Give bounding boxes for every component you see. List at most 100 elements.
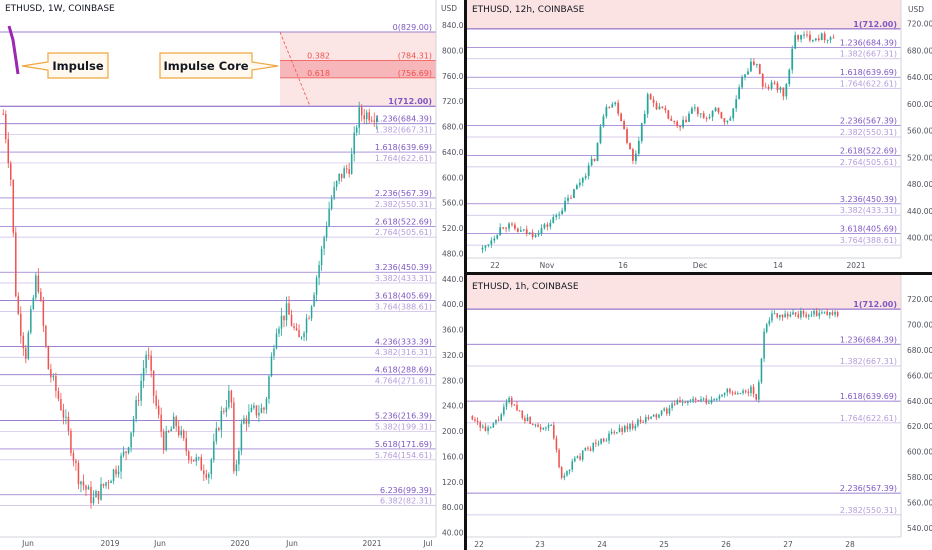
weekly-candle-134 (338, 173, 340, 182)
weekly-candle-29 (75, 460, 77, 464)
h12-fib-label-11: 3.382(433.31) (840, 206, 897, 215)
h1-candle-9 (495, 419, 497, 424)
h12-fib-label-13: 3.764(388.61) (840, 236, 897, 245)
h12-candle-52 (634, 153, 637, 161)
weekly-candle-129 (325, 226, 328, 238)
h12-candle-28 (564, 200, 566, 211)
h12-fib-label-1: 1(712.00) (853, 20, 897, 29)
weekly-y-tick-1: 80.00 (442, 503, 464, 512)
h1-candle-111 (763, 331, 765, 359)
weekly-candle-44 (112, 469, 115, 481)
h1-candle-86 (697, 399, 700, 401)
h12-x-tick-5: 2021 (846, 261, 865, 270)
h1-y-tick-8: 700.00 (907, 320, 932, 329)
h12-candle-119 (832, 37, 835, 39)
weekly-candle-65 (165, 431, 167, 451)
weekly-candle-139 (350, 154, 353, 175)
h1-candle-87 (700, 399, 702, 401)
h12-candle-95 (761, 73, 764, 87)
h12-chart-panel[interactable]: ETHUSD, 12h, COINBASEUSD(756.69)1(712.00… (467, 0, 932, 272)
h12-candle-99 (773, 82, 776, 84)
h1-candle-71 (658, 414, 660, 418)
weekly-candle-33 (85, 485, 87, 490)
h12-candle-81 (720, 112, 723, 119)
weekly-candle-71 (180, 430, 182, 436)
weekly-candle-10 (27, 332, 30, 359)
weekly-candle-149 (375, 117, 378, 122)
weekly-candle-97 (245, 418, 248, 424)
h1-y-tick-1: 560.00 (907, 499, 932, 508)
h12-y-tick-6: 640.00 (907, 73, 932, 82)
h12-candle-34 (581, 177, 584, 183)
h12-candle-103 (785, 84, 788, 97)
h12-candle-59 (655, 103, 658, 110)
h12-x-tick-4: 14 (773, 261, 783, 270)
h12-candle-47 (620, 113, 623, 122)
h1-candle-61 (631, 423, 634, 429)
h1-candle-65 (642, 421, 644, 423)
weekly-top-fib-price-0: 0(829.00) (393, 23, 432, 32)
weekly-candle-3 (10, 163, 12, 180)
h12-candle-88 (741, 77, 743, 88)
h12-candle-42 (605, 106, 608, 117)
h1-candle-44 (587, 447, 589, 449)
weekly-candle-75 (190, 459, 193, 461)
h1-y-tick-7: 680.00 (907, 346, 932, 355)
weekly-candle-101 (255, 405, 258, 416)
weekly-fib-label-7: 2.618(522.69) (375, 217, 432, 226)
weekly-candle-87 (220, 410, 223, 431)
h12-candle-4 (493, 238, 496, 241)
weekly-candle-96 (243, 418, 245, 424)
h12-fib-label-4: 1.618(639.69) (840, 68, 897, 77)
h12-candle-5 (496, 235, 499, 239)
h1-candle-10 (497, 419, 500, 421)
h1-candle-80 (681, 402, 684, 404)
weekly-candle-55 (140, 380, 142, 401)
weekly-candle-59 (150, 355, 152, 371)
h1-x-tick-6: 28 (845, 540, 855, 549)
h12-y-tick-4: 560.00 (907, 127, 932, 136)
weekly-candle-108 (273, 348, 275, 357)
h1-candle-41 (579, 456, 581, 460)
weekly-y-tick-14: 600.00 (442, 173, 464, 182)
h1-y-tick-9: 720.00 (907, 295, 932, 304)
h12-candle-90 (747, 71, 749, 75)
h1-candle-92 (713, 399, 715, 401)
weekly-candle-9 (25, 348, 27, 359)
h1-fib-label-2: 1.382(667.31) (840, 357, 897, 366)
weekly-candle-1 (5, 113, 7, 140)
h1-candle-97 (726, 388, 729, 393)
h12-candle-43 (608, 106, 611, 108)
weekly-candle-20 (52, 376, 55, 378)
h1-candle-0 (471, 416, 474, 420)
h12-candle-35 (584, 176, 587, 178)
h1-chart-panel[interactable]: ETHUSD, 1h, COINBASE 1(712.00) 1.236(684.3… (467, 275, 932, 550)
weekly-candle-121 (305, 318, 308, 334)
h12-fib-label-8: 2.618(522.69) (840, 146, 897, 155)
h1-candle-84 (692, 398, 694, 401)
h12-candle-84 (729, 118, 732, 121)
h12-candle-68 (682, 119, 684, 128)
h12-candle-73 (696, 107, 699, 115)
h1-candle-78 (676, 400, 679, 405)
weekly-fib-label-18: 5.382(199.31) (375, 422, 432, 431)
h12-candle-113 (814, 38, 817, 41)
h12-candle-70 (688, 113, 690, 122)
h1-candle-82 (687, 400, 689, 403)
h1-candle-12 (503, 406, 505, 415)
weekly-candle-69 (175, 416, 177, 427)
weekly-candle-60 (152, 370, 155, 396)
h12-candle-72 (693, 107, 696, 109)
h12-y-tick-8: 720.00 (907, 20, 932, 29)
h1-candle-17 (516, 404, 518, 411)
h12-candle-97 (767, 86, 770, 89)
weekly-candle-54 (137, 399, 140, 401)
weekly-x-tick-1: 2019 (100, 539, 119, 548)
weekly-candle-32 (82, 481, 85, 486)
h1-candle-123 (794, 312, 797, 315)
weekly-y-tick-20: 840.00 (442, 21, 464, 30)
weekly-candle-78 (198, 457, 200, 459)
weekly-chart-panel[interactable]: ETHUSD, 1W, COINBASE USD 0(829.00) 0.382 (78… (0, 0, 464, 550)
h12-candle-48 (623, 121, 625, 130)
weekly-candle-48 (122, 451, 125, 456)
